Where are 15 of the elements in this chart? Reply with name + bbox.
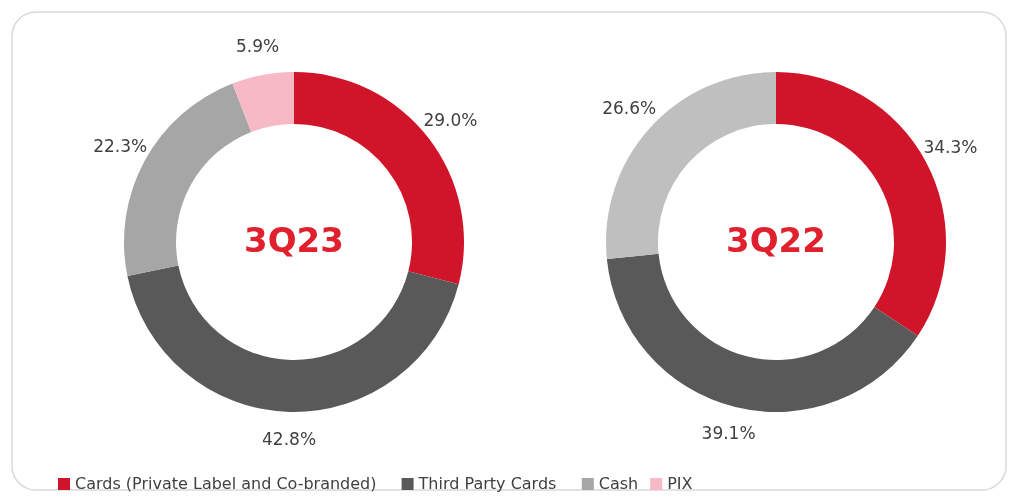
data-label: 42.8% [262,428,317,449]
data-label: 34.3% [923,137,978,158]
data-label: 39.1% [701,423,756,444]
text: 3Q23 [244,219,344,260]
legend-label: Cash [598,473,639,493]
legend-label: Cards (Private Label and Co-branded) [75,473,377,493]
text: 3Q22 [726,219,826,260]
legend-label: Third Party Cards [417,473,557,493]
donut-slice [232,72,294,133]
data-label: 22.3% [93,136,148,157]
data-label: 26.6% [602,98,657,119]
data-label: 29.0% [423,109,478,130]
donut-slice [127,265,459,412]
data-label: 5.9% [235,36,280,57]
legend-label: PIX [667,473,693,493]
